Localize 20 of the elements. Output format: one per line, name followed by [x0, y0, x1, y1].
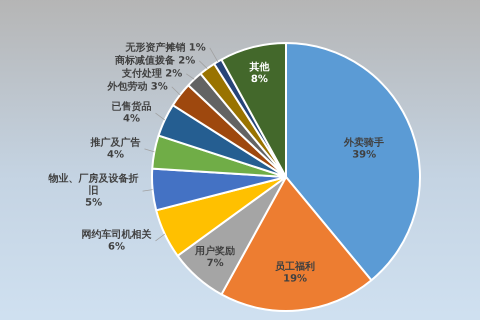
data-label: 6%	[108, 241, 125, 252]
data-label: 5%	[85, 198, 102, 209]
data-label: 4%	[106, 149, 124, 160]
data-label: 39%	[352, 149, 376, 160]
slice-label: 网约车司机相关	[81, 228, 152, 240]
data-label: 19%	[283, 274, 308, 285]
slice-label: 商标减值拨备 2%	[114, 54, 196, 66]
slice-label: 员工福利	[274, 260, 316, 273]
slice-label: 支付处理 2%	[120, 67, 182, 80]
slice-label: 用户奖励	[194, 245, 236, 258]
data-label: 8%	[250, 74, 268, 85]
slice-label: 推广及广告	[89, 136, 140, 148]
slice-label: 外卖骑手	[343, 136, 384, 148]
data-label: 4%	[122, 114, 140, 125]
slice-label: 无形资产摊销 1%	[124, 41, 206, 54]
slice-label: 外包劳动 3%	[106, 80, 168, 92]
slice-label: 已售货品	[111, 100, 152, 113]
slice-label: 其他	[248, 60, 270, 73]
slice-label: 物业、厂房及设备折旧	[48, 172, 139, 197]
data-label: 7%	[206, 258, 224, 270]
